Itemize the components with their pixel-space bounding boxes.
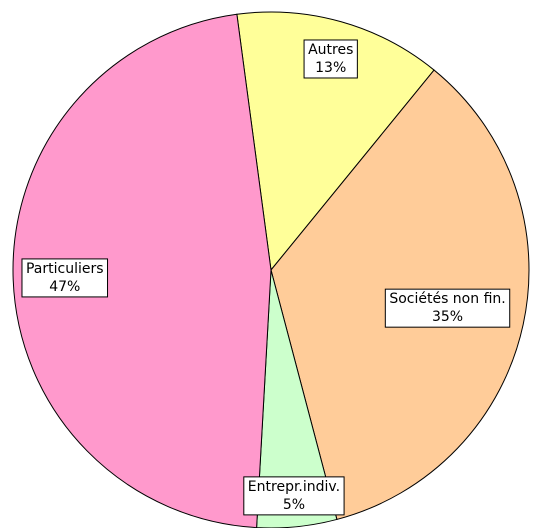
slice-label: Particuliers 47% bbox=[21, 258, 109, 298]
value-label: 35% bbox=[432, 309, 463, 325]
pie-slice bbox=[236, 11, 435, 272]
category-label: Sociétés non fin. bbox=[389, 291, 505, 307]
value-label: 5% bbox=[283, 497, 305, 513]
label-box bbox=[303, 39, 358, 79]
category-label: Autres bbox=[308, 42, 353, 58]
category-label: Entrepr.indiv. bbox=[248, 479, 340, 495]
slice-label: Autres 13% bbox=[303, 39, 358, 79]
label-box bbox=[384, 288, 511, 328]
slice-label: Sociétés non fin. 35% bbox=[384, 288, 511, 328]
category-label: Particuliers bbox=[26, 261, 104, 277]
pie-slice bbox=[12, 13, 272, 528]
value-label: 13% bbox=[315, 60, 346, 76]
label-box bbox=[21, 258, 109, 298]
value-label: 47% bbox=[49, 279, 80, 295]
label-box bbox=[243, 476, 345, 516]
slice-label: Entrepr.indiv. 5% bbox=[243, 476, 345, 516]
